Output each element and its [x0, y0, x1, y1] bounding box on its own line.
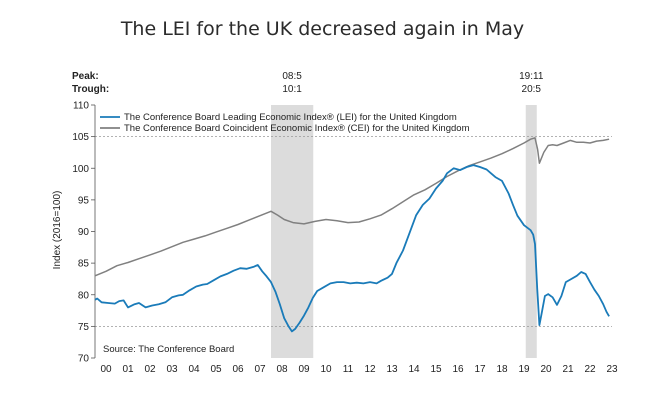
x-tick-label-18: 18 — [496, 364, 508, 375]
x-tick-label-07: 07 — [254, 364, 266, 375]
x-tick-label-08: 08 — [276, 364, 288, 375]
peak-label: Peak: — [72, 71, 99, 82]
x-tick-label-02: 02 — [144, 364, 156, 375]
x-tick-label-23: 23 — [606, 364, 618, 375]
y-tick-label-110: 110 — [73, 101, 89, 112]
x-tick-label-10: 10 — [320, 364, 332, 375]
legend-label-cei: The Conference Board Coincident Economic… — [124, 123, 470, 134]
x-tick-label-01: 01 — [122, 364, 134, 375]
cei-series-line — [94, 137, 610, 277]
x-tick-label-06: 06 — [232, 364, 244, 375]
y-tick-label-85: 85 — [78, 259, 90, 270]
lei-series-line — [94, 164, 610, 333]
legend: The Conference Board Leading Economic In… — [100, 112, 470, 134]
y-tick-label-95: 95 — [78, 195, 90, 206]
x-tick-label-21: 21 — [562, 364, 574, 375]
x-tick-label-03: 03 — [166, 364, 178, 375]
x-tick-label-09: 09 — [298, 364, 310, 375]
x-tick-label-04: 04 — [188, 364, 200, 375]
y-axis-label: Index (2016=100) — [52, 191, 63, 270]
trough-label: Trough: — [72, 84, 109, 95]
recession-band-0 — [271, 105, 314, 358]
series-lines — [94, 137, 610, 333]
y-tick-label-100: 100 — [72, 164, 89, 175]
legend-label-lei: The Conference Board Leading Economic In… — [124, 112, 457, 123]
y-tick-label-90: 90 — [78, 227, 90, 238]
recession-trough-date-1: 20:5 — [522, 84, 542, 95]
x-tick-label-11: 11 — [343, 364, 354, 375]
y-tick-label-105: 105 — [72, 132, 89, 143]
x-tick-label-15: 15 — [430, 364, 442, 375]
source-note: Source: The Conference Board — [103, 344, 234, 355]
y-tick-label-80: 80 — [78, 290, 90, 301]
axes: 70 75 80 85 90 95 100 105 110 00 01 02 03 04 05 06 07 08 0… — [72, 101, 618, 376]
x-tick-label-20: 20 — [540, 364, 552, 375]
y-tick-label-70: 70 — [78, 354, 90, 365]
x-tick-label-16: 16 — [452, 364, 464, 375]
x-tick-label-12: 12 — [364, 364, 376, 375]
chart-title: The LEI for the UK decreased again in Ma… — [120, 18, 525, 40]
y-tick-label-75: 75 — [78, 322, 90, 333]
x-tick-label-00: 00 — [100, 364, 112, 375]
x-tick-label-14: 14 — [408, 364, 420, 375]
x-tick-label-13: 13 — [386, 364, 398, 375]
recession-peak-date-1: 19:11 — [519, 71, 544, 82]
recession-trough-date-0: 10:1 — [282, 84, 302, 95]
x-tick-label-22: 22 — [584, 364, 596, 375]
x-tick-label-05: 05 — [210, 364, 222, 375]
x-tick-label-17: 17 — [474, 364, 486, 375]
labels: Peak: Trough: Source: The Conference Boa… — [52, 71, 234, 355]
recession-peak-date-0: 08:5 — [282, 71, 302, 82]
x-tick-label-19: 19 — [518, 364, 530, 375]
